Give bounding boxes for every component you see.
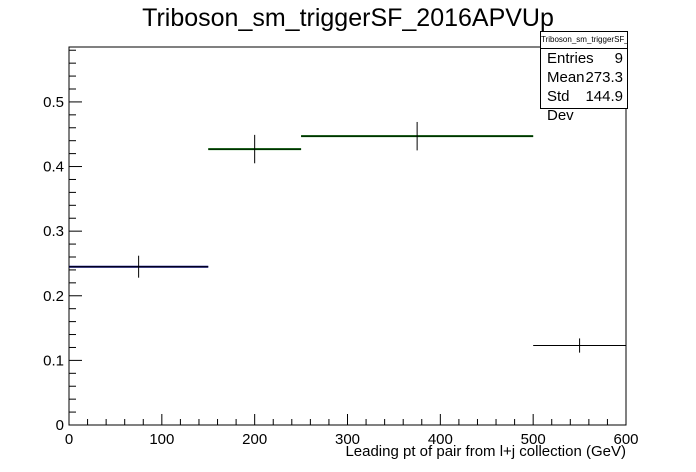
- x-tick-label: 200: [242, 431, 267, 448]
- y-tick-label: 0.4: [43, 159, 64, 176]
- stats-entries-row: Entries 9: [541, 49, 627, 68]
- stats-mean-value: 273.3: [585, 69, 623, 86]
- y-tick-label: 0.3: [43, 223, 64, 240]
- data-point: [208, 134, 302, 164]
- y-tick-label: 0.5: [43, 94, 64, 111]
- data-points: [69, 121, 626, 353]
- stats-mean-label: Mean: [547, 69, 585, 86]
- stats-mean-row: Mean 273.3: [541, 68, 627, 87]
- data-point: [301, 121, 534, 151]
- y-tick-label: 0.1: [43, 352, 64, 369]
- x-tick-label: 100: [149, 431, 174, 448]
- stats-stddev-row: Std Dev 144.9: [541, 87, 627, 124]
- stats-box-title: Triboson_sm_triggerSF_2016APVUp: [541, 32, 627, 49]
- stats-stddev-label: Std Dev: [547, 88, 574, 124]
- y-tick-label: 0.2: [43, 288, 64, 305]
- stats-entries-label: Entries: [547, 50, 594, 67]
- tick-labels: 0 100 200 300 400 500 600 0 0.1 0.2 0.3 0.4 0.5: [43, 94, 638, 448]
- axis-ticks: [68, 49, 627, 426]
- x-axis-label: Leading pt of pair from l+j collection (…: [345, 443, 626, 460]
- stats-box: Triboson_sm_triggerSF_2016APVUp Entries …: [540, 31, 628, 124]
- data-point: [533, 338, 626, 353]
- x-tick-label: 400: [428, 431, 453, 448]
- y-tick-label: 0: [56, 417, 64, 434]
- x-tick-label: 500: [521, 431, 546, 448]
- overlay-lines: [69, 135, 534, 268]
- x-tick-label: 300: [335, 431, 360, 448]
- chart-title: Triboson_sm_triggerSF_2016APVUp: [142, 4, 554, 32]
- stats-stddev-value: 144.9: [585, 88, 623, 105]
- x-tick-label: 600: [613, 431, 638, 448]
- stats-entries-value: 9: [614, 50, 623, 67]
- x-tick-label: 0: [65, 431, 73, 448]
- data-point: [69, 255, 209, 278]
